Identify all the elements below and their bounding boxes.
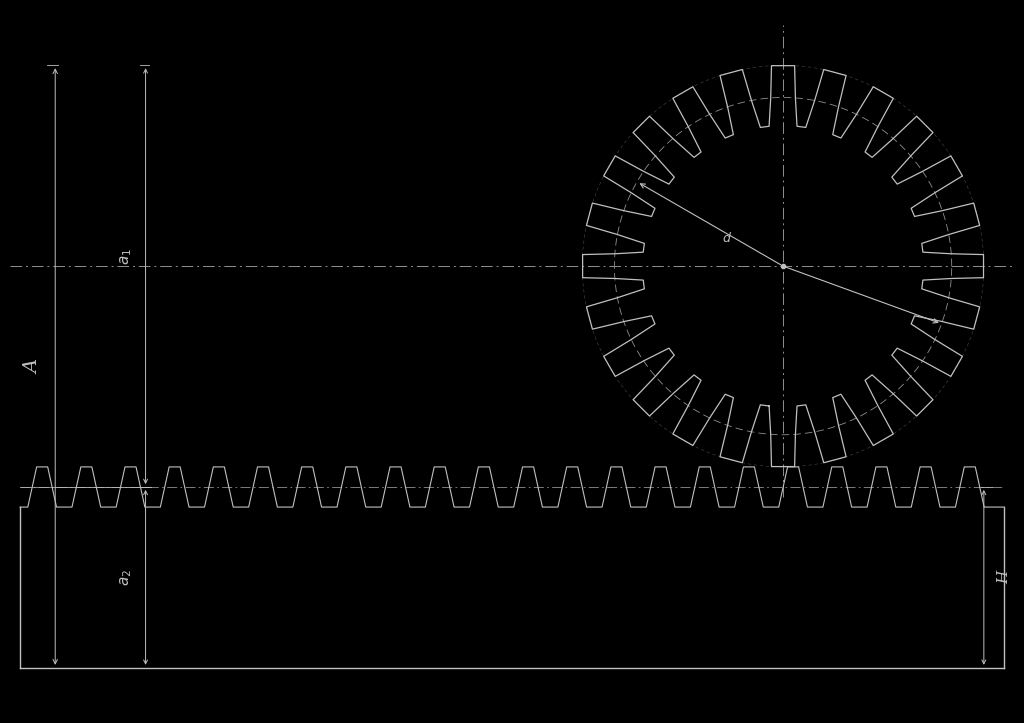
Text: $d$: $d$ [722, 231, 732, 245]
Text: $a_2$: $a_2$ [119, 569, 134, 586]
Text: H: H [997, 570, 1011, 584]
Text: $a_1$: $a_1$ [119, 247, 134, 265]
Text: A: A [25, 359, 42, 374]
